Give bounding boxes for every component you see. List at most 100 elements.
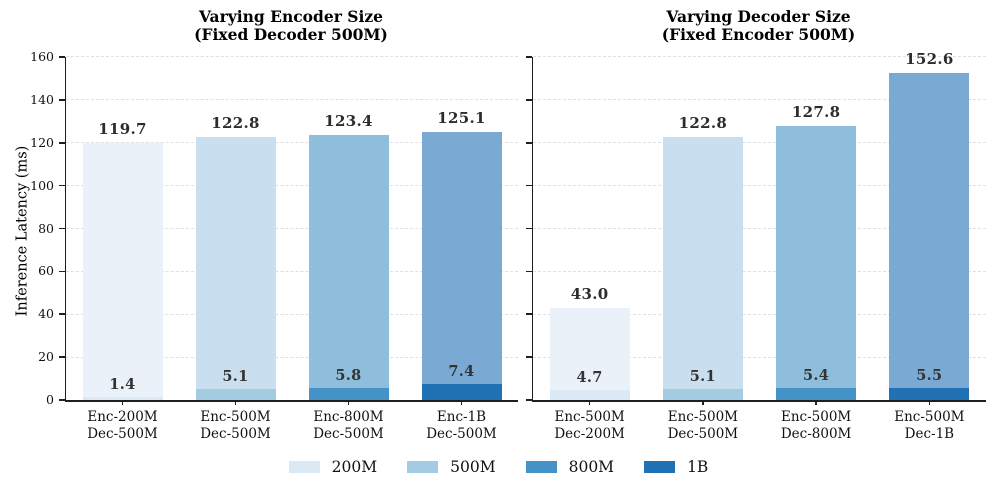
x-tick-label: Enc-200M Dec-500M xyxy=(87,409,158,442)
gridline-y120 xyxy=(533,142,986,144)
y-tick-mark-0 xyxy=(525,399,532,401)
bar-bottom-segment xyxy=(662,389,743,400)
y-tick-mark-140 xyxy=(525,99,532,101)
bar-segment-label: 5.4 xyxy=(803,367,830,385)
gridline-y20 xyxy=(533,356,986,358)
x-tick-mark xyxy=(702,400,704,405)
bar-segment-label: 5.8 xyxy=(335,366,362,384)
left-chart-title: Varying Encoder Size (Fixed Decoder 500M… xyxy=(65,8,517,44)
bar-enc-200m-dec-500m xyxy=(82,143,163,400)
left-chart-plot-area: 0 20 40 60 80 100 120 140 160 119.7 1.4 Enc-200M De… xyxy=(30,49,518,442)
bar-segment-label: 5.1 xyxy=(222,368,249,386)
legend-label-500m: 500M xyxy=(450,458,496,476)
y-tick-mark-160 xyxy=(58,56,65,58)
x-tick-mark xyxy=(460,400,463,405)
y-tick-mark-20 xyxy=(525,356,532,358)
bar-bottom-segment xyxy=(82,397,163,400)
x-tick-label: Enc-800M Dec-500M xyxy=(313,409,384,442)
gridline-y140 xyxy=(66,99,518,101)
y-tick-label-160: 160 xyxy=(30,49,54,64)
gridline-y20 xyxy=(66,356,518,358)
x-tick-label: Enc-500M Dec-500M xyxy=(200,409,271,442)
y-tick-label-100: 100 xyxy=(30,177,54,193)
legend: 200M 500M 800M 1B xyxy=(0,455,997,479)
bar-segment-label: 5.1 xyxy=(689,368,716,386)
bar-segment-label: 5.5 xyxy=(916,367,943,385)
y-tick-mark-120 xyxy=(58,141,65,144)
legend-item-500m: 500M xyxy=(407,458,496,476)
y-tick-mark-60 xyxy=(525,270,532,273)
x-tick-label: Enc-500M Dec-800M xyxy=(780,409,852,442)
y-tick-mark-40 xyxy=(58,313,65,316)
x-tick-mark xyxy=(234,400,237,405)
bar-bottom-segment xyxy=(889,388,970,400)
left-chart-title-line1: Varying Encoder Size xyxy=(198,7,384,26)
x-tick-label: Enc-1B Dec-500M xyxy=(426,409,497,442)
gridline-y60 xyxy=(66,270,518,272)
y-tick-label-0: 0 xyxy=(46,392,54,407)
left-chart-title-line2: (Fixed Decoder 500M) xyxy=(194,25,388,44)
y-tick-label-20: 20 xyxy=(38,349,54,365)
y-tick-label-120: 120 xyxy=(30,134,54,150)
y-tick-mark-140 xyxy=(58,99,65,101)
bar-total-label: 125.1 xyxy=(437,108,486,127)
y-tick-mark-20 xyxy=(58,356,65,358)
y-tick-mark-100 xyxy=(58,184,65,187)
bar-enc-500m-dec-500m xyxy=(195,136,276,400)
bar-enc-800m-dec-500m xyxy=(308,135,389,400)
gridline-y100 xyxy=(533,185,986,187)
bar-enc-500m-dec-200m xyxy=(549,307,630,400)
bar-total-label: 123.4 xyxy=(324,112,373,131)
gridline-y120 xyxy=(66,142,518,144)
right-chart-title: Varying Decoder Size (Fixed Encoder 500M… xyxy=(532,8,985,44)
y-tick-mark-120 xyxy=(525,141,532,144)
y-tick-label-60: 60 xyxy=(38,263,54,279)
bar-bottom-segment xyxy=(421,384,502,400)
bar-enc-500m-dec-1b xyxy=(889,72,970,400)
legend-swatch-500m xyxy=(407,461,439,473)
bar-bottom-segment xyxy=(195,389,276,400)
bar-total-label: 127.8 xyxy=(791,103,841,122)
bar-total-label: 152.6 xyxy=(905,49,954,68)
legend-swatch-800m xyxy=(525,461,557,473)
bar-bottom-segment xyxy=(308,387,389,400)
gridline-y160 xyxy=(66,56,518,58)
y-tick-mark-60 xyxy=(58,270,65,273)
right-chart-title-line2: (Fixed Encoder 500M) xyxy=(661,25,856,44)
legend-item-800m: 800M xyxy=(525,458,615,476)
bar-enc-1b-dec-500m xyxy=(421,131,502,400)
y-tick-mark-0 xyxy=(58,399,65,401)
legend-label-1b: 1B xyxy=(687,458,709,476)
bar-total-label: 122.8 xyxy=(211,113,260,132)
y-tick-mark-80 xyxy=(58,227,65,230)
gridline-y40 xyxy=(66,313,518,315)
y-tick-mark-100 xyxy=(525,184,532,187)
legend-item-200m: 200M xyxy=(288,459,377,475)
gridline-y100 xyxy=(66,185,518,187)
gridline-y140 xyxy=(533,99,986,101)
bar-enc-500m-dec-500m xyxy=(662,136,743,400)
legend-swatch-1b xyxy=(644,461,676,473)
y-tick-mark-160 xyxy=(525,56,532,58)
y-tick-label-140: 140 xyxy=(30,91,54,107)
bar-total-label: 119.7 xyxy=(98,120,147,139)
bar-segment-label: 4.7 xyxy=(576,368,603,386)
bar-total-label: 43.0 xyxy=(570,284,609,303)
x-tick-label: Enc-500M Dec-200M xyxy=(554,409,625,442)
gridline-y80 xyxy=(533,227,986,229)
x-tick-mark xyxy=(121,400,124,405)
x-tick-mark xyxy=(347,400,350,405)
gridline-y40 xyxy=(533,313,986,315)
y-tick-label-40: 40 xyxy=(38,306,54,322)
x-tick-mark xyxy=(588,400,591,405)
legend-label-800m: 800M xyxy=(568,458,615,476)
gridline-y160 xyxy=(533,56,986,58)
y-tick-mark-80 xyxy=(525,227,532,230)
y-tick-mark-40 xyxy=(525,313,532,316)
gridline-y80 xyxy=(66,227,518,229)
legend-item-1b: 1B xyxy=(644,459,708,475)
bar-enc-500m-dec-800m xyxy=(776,126,857,400)
x-tick-label: Enc-500M Dec-500M xyxy=(667,409,739,442)
x-tick-mark xyxy=(815,400,817,405)
